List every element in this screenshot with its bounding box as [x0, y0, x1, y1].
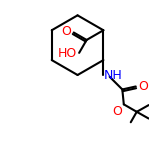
Text: O: O — [138, 80, 148, 93]
Text: NH: NH — [104, 69, 123, 81]
Text: O: O — [61, 25, 71, 38]
Text: O: O — [112, 105, 122, 118]
Text: HO: HO — [58, 47, 77, 60]
